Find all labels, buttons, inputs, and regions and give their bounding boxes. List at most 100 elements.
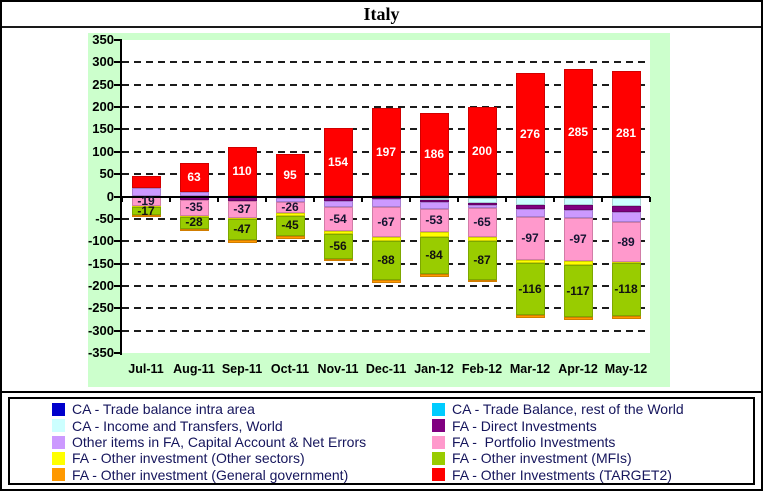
bar-segment (323, 231, 353, 235)
bar-segment (563, 264, 593, 318)
bar-segment (611, 222, 641, 263)
bar-segment (515, 73, 545, 197)
bar-segment (611, 211, 641, 223)
bar-segment (275, 215, 305, 236)
x-category-label: Apr-12 (558, 362, 598, 376)
y-tick-label: -50 (95, 210, 114, 226)
bar-segment (611, 206, 641, 212)
x-category-label: Sep-11 (221, 362, 263, 376)
legend-label: CA - Trade Balance, rest of the World (452, 401, 684, 418)
y-tick-label: 150 (92, 121, 114, 137)
legend-label: CA - Income and Transfers, World (72, 417, 283, 434)
y-tick (114, 150, 121, 153)
bar-segment (179, 191, 209, 197)
y-tick (114, 173, 121, 176)
x-tick (649, 196, 651, 202)
data-label: -56 (329, 239, 347, 254)
bar-segment (275, 201, 305, 214)
bar-segment (563, 205, 593, 210)
legend-label: FA - Portfolio Investments (452, 434, 616, 451)
legend-item-fa-other-investment-general-government: FA - Other investment (General governmen… (52, 467, 432, 483)
fa-direct-investments-swatch-icon (432, 419, 445, 433)
gridline-250 (122, 83, 650, 86)
bar-segment (371, 207, 401, 238)
y-tick (114, 195, 121, 198)
bar-segment (515, 209, 545, 218)
bar-segment (179, 216, 209, 230)
data-label: -35 (185, 200, 203, 215)
x-tick (601, 196, 603, 202)
legend-item-ca-income-and-transfers-world: CA - Income and Transfers, World (52, 417, 432, 434)
ca-trade-balance-rest-of-world-swatch-icon (432, 402, 445, 416)
gridline--200 (122, 284, 650, 287)
data-label: -28 (185, 215, 203, 230)
data-label: 281 (615, 126, 637, 141)
y-tick-label: 100 (92, 143, 114, 159)
bar-segment (515, 204, 545, 210)
data-label: -97 (521, 231, 539, 246)
bar-segment (611, 263, 641, 316)
bar-segment (131, 197, 161, 206)
x-tick (553, 196, 555, 202)
bar-segment (563, 261, 593, 265)
bar-segment (419, 198, 449, 201)
y-tick-label: -300 (87, 322, 114, 338)
bar-segment (467, 204, 497, 209)
bar-segment (227, 196, 257, 201)
chart-title-bar: Italy (2, 2, 761, 28)
y-tick-label: -200 (87, 277, 114, 293)
legend-label: FA - Other investment (MFIs) (452, 450, 632, 467)
x-category-label: Feb-12 (461, 362, 503, 376)
x-category-label: Jul-11 (128, 362, 164, 376)
gridline-300 (122, 61, 650, 64)
bar-segment (515, 217, 545, 261)
bar-segment (563, 209, 593, 218)
bar-segment (467, 202, 497, 205)
y-tick-label: -100 (87, 233, 114, 249)
chart-title: Italy (363, 3, 400, 24)
data-label: -118 (614, 282, 638, 296)
bar-segment (227, 239, 257, 243)
data-label: 63 (187, 169, 201, 184)
bar-segment (131, 207, 161, 215)
data-label: -47 (233, 221, 251, 236)
bar-segment (611, 315, 641, 320)
x-category-label: Mar-12 (509, 362, 551, 376)
legend-label: FA - Other Investments (TARGET2) (452, 466, 672, 483)
legend-item-ca-trade-balance-rest-of-world: CA - Trade Balance, rest of the World (432, 401, 753, 417)
x-category-label: Dec-11 (365, 362, 407, 376)
bar-segment (179, 200, 209, 216)
bar-segment (515, 263, 545, 315)
x-tick (313, 196, 315, 202)
data-label: -37 (233, 201, 251, 216)
legend-label: CA - Trade balance intra area (72, 401, 255, 418)
y-tick (114, 128, 121, 131)
other-items-in-fa-capital-account-net-errors-swatch-icon (52, 435, 65, 449)
bar-segment (371, 196, 401, 200)
y-tick (114, 329, 121, 332)
y-tick (114, 262, 121, 265)
x-tick (265, 196, 267, 202)
y-tick (114, 83, 121, 86)
data-label: -97 (569, 232, 587, 247)
data-label: -88 (377, 252, 395, 267)
bar-segment (179, 196, 209, 201)
bar-segment (467, 237, 497, 241)
data-label: -54 (329, 211, 347, 226)
y-tick-label: -250 (87, 300, 114, 316)
bar-segment (419, 236, 449, 275)
fa-other-investment-other-sectors-swatch-icon (52, 451, 65, 465)
bar-segment (515, 314, 545, 318)
bar-segment (179, 163, 209, 192)
bar-segment (323, 234, 353, 260)
data-label: -67 (377, 214, 395, 229)
legend-item-fa-portfolio-investments: FA - Portfolio Investments (432, 434, 753, 450)
legend-label: FA - Other investment (Other sectors) (72, 450, 305, 467)
bar-segment (179, 229, 209, 232)
bar-segment (323, 196, 353, 201)
fa-other-investment-general-government-swatch-icon (52, 468, 65, 482)
y-tick (114, 240, 121, 243)
legend: CA - Trade balance intra area CA - Income… (8, 397, 755, 485)
y-tick (114, 352, 121, 354)
